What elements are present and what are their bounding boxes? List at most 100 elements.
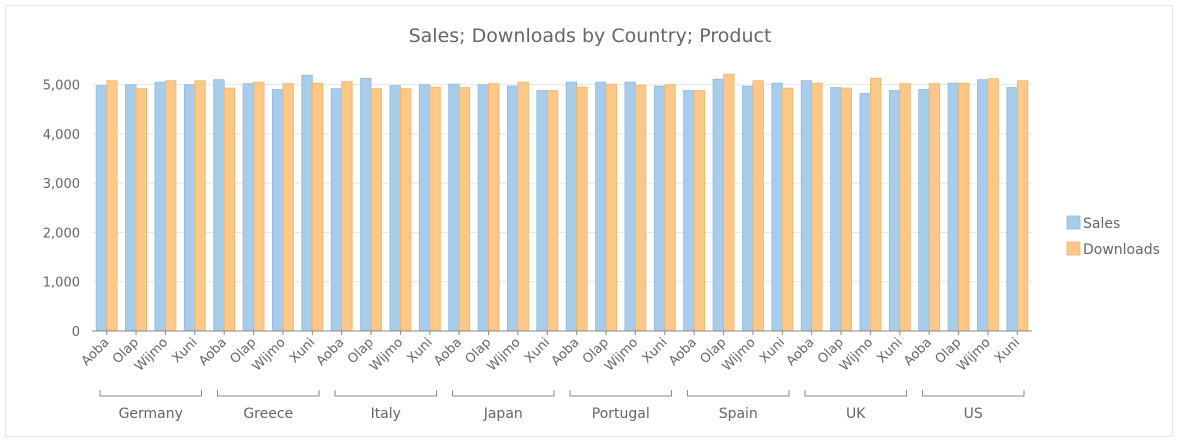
bar-downloads-portugal-xuni[interactable] — [664, 84, 676, 332]
group-label: Portugal — [592, 406, 650, 422]
bar-downloads-germany-xuni[interactable] — [194, 80, 206, 332]
group-bracket — [217, 390, 320, 397]
x-tick-label: Aoba — [431, 335, 465, 369]
bar-sales-germany-wijmo[interactable] — [154, 81, 166, 332]
group-label: Spain — [719, 406, 758, 422]
bar-sales-us-aoba[interactable] — [918, 89, 930, 332]
bar-sales-germany-olap[interactable] — [125, 84, 137, 332]
bar-sales-italy-aoba[interactable] — [330, 88, 343, 332]
bar-downloads-germany-olap[interactable] — [135, 88, 147, 332]
chart-title: Sales; Downloads by Country; Product — [409, 25, 772, 47]
bar-sales-us-olap[interactable] — [947, 82, 959, 332]
bar-sales-spain-wijmo[interactable] — [742, 85, 754, 332]
bar-downloads-germany-wijmo[interactable] — [165, 80, 177, 332]
y-tick-label: 3,000 — [43, 177, 80, 192]
x-tick-label: Xuni — [992, 335, 1023, 366]
x-tick-label: Wijmo — [250, 335, 289, 374]
x-tick-label: Xuni — [640, 335, 671, 366]
group-label: UK — [846, 406, 866, 422]
x-tick-label: Aoba — [549, 335, 583, 369]
x-tick-label: Wijmo — [485, 335, 524, 374]
bar-downloads-uk-wijmo[interactable] — [870, 77, 882, 332]
bar-sales-germany-aoba[interactable] — [95, 85, 108, 332]
bar-downloads-portugal-aoba[interactable] — [576, 86, 588, 332]
bars — [95, 73, 1029, 332]
bar-sales-portugal-aoba[interactable] — [565, 81, 578, 332]
bar-downloads-japan-olap[interactable] — [488, 83, 500, 332]
bar-sales-us-wijmo[interactable] — [977, 79, 989, 332]
legend-label-downloads[interactable]: Downloads — [1083, 242, 1160, 258]
x-tick-label: Aoba — [314, 335, 348, 369]
bar-downloads-greece-aoba[interactable] — [223, 87, 236, 332]
bar-downloads-italy-wijmo[interactable] — [400, 88, 412, 332]
x-tick-label: Wijmo — [720, 335, 759, 374]
bar-downloads-greece-olap[interactable] — [253, 81, 265, 332]
bar-sales-uk-wijmo[interactable] — [859, 93, 871, 332]
bar-sales-japan-wijmo[interactable] — [507, 85, 519, 332]
x-tick-label: Aoba — [901, 335, 935, 369]
legend-swatch-downloads[interactable] — [1066, 241, 1081, 256]
bar-downloads-greece-xuni[interactable] — [311, 82, 324, 332]
bar-sales-us-xuni[interactable] — [1006, 87, 1018, 332]
legend-swatch-sales[interactable] — [1066, 215, 1081, 230]
bar-downloads-us-aoba[interactable] — [928, 83, 941, 332]
bar-downloads-us-wijmo[interactable] — [987, 78, 999, 332]
bar-sales-germany-xuni[interactable] — [183, 84, 196, 332]
group-bracket — [922, 390, 1025, 397]
bar-downloads-us-olap[interactable] — [958, 82, 970, 332]
bar-downloads-portugal-wijmo[interactable] — [635, 84, 647, 332]
bar-downloads-italy-xuni[interactable] — [429, 86, 441, 332]
bar-sales-portugal-wijmo[interactable] — [624, 81, 636, 332]
bar-sales-greece-xuni[interactable] — [301, 74, 313, 332]
x-tick-label: Aoba — [79, 335, 113, 369]
x-tick-label: Aoba — [196, 335, 230, 369]
bar-downloads-japan-xuni[interactable] — [546, 90, 559, 332]
bar-sales-uk-xuni[interactable] — [888, 90, 901, 332]
group-label: Italy — [371, 406, 401, 422]
bar-downloads-spain-olap[interactable] — [723, 73, 735, 332]
bar-sales-japan-xuni[interactable] — [536, 90, 548, 332]
group-bracket — [99, 390, 202, 397]
bar-sales-japan-olap[interactable] — [477, 84, 489, 332]
bar-sales-italy-olap[interactable] — [360, 77, 372, 332]
bar-downloads-uk-olap[interactable] — [840, 87, 852, 332]
bar-downloads-us-xuni[interactable] — [1016, 80, 1029, 332]
bar-downloads-japan-aoba[interactable] — [458, 87, 471, 332]
bar-downloads-uk-xuni[interactable] — [899, 83, 911, 332]
bar-downloads-portugal-olap[interactable] — [605, 83, 617, 332]
bar-downloads-germany-aoba[interactable] — [106, 80, 118, 332]
bar-sales-spain-xuni[interactable] — [771, 82, 783, 332]
bar-sales-italy-wijmo[interactable] — [389, 85, 401, 332]
bar-sales-greece-olap[interactable] — [242, 83, 254, 332]
x-tick-label: Xuni — [875, 335, 906, 366]
x-tick-label: Xuni — [287, 335, 318, 366]
group-label: US — [964, 406, 983, 422]
bar-sales-italy-xuni[interactable] — [418, 84, 431, 332]
group-bracket — [334, 390, 437, 397]
bar-sales-greece-aoba[interactable] — [213, 79, 225, 332]
bar-downloads-japan-wijmo[interactable] — [517, 81, 529, 332]
x-tick-label: Wijmo — [367, 335, 406, 374]
bar-downloads-spain-wijmo[interactable] — [752, 80, 764, 332]
x-tick-label: Wijmo — [955, 335, 994, 374]
bar-sales-japan-aoba[interactable] — [448, 83, 460, 332]
y-axis: 0 1,000 2,000 3,000 4,000 5,000 — [43, 79, 80, 340]
bar-downloads-italy-aoba[interactable] — [341, 81, 353, 332]
bar-downloads-spain-xuni[interactable] — [781, 87, 794, 332]
x-tick-label: Xuni — [757, 335, 788, 366]
legend-label-sales[interactable]: Sales — [1083, 216, 1120, 232]
bar-downloads-italy-olap[interactable] — [370, 88, 382, 332]
bar-sales-greece-wijmo[interactable] — [272, 89, 284, 332]
bar-downloads-uk-aoba[interactable] — [811, 82, 823, 332]
bar-sales-uk-olap[interactable] — [830, 87, 842, 332]
legend[interactable]: Sales Downloads — [1066, 215, 1160, 258]
bar-sales-portugal-xuni[interactable] — [653, 85, 666, 332]
bar-downloads-greece-wijmo[interactable] — [282, 83, 294, 332]
bar-sales-spain-aoba[interactable] — [683, 90, 695, 332]
group-label: Japan — [483, 406, 523, 422]
bar-downloads-spain-aoba[interactable] — [693, 90, 706, 332]
bar-sales-uk-aoba[interactable] — [800, 80, 813, 332]
bar-sales-spain-olap[interactable] — [712, 78, 724, 332]
bar-sales-portugal-olap[interactable] — [595, 81, 607, 332]
